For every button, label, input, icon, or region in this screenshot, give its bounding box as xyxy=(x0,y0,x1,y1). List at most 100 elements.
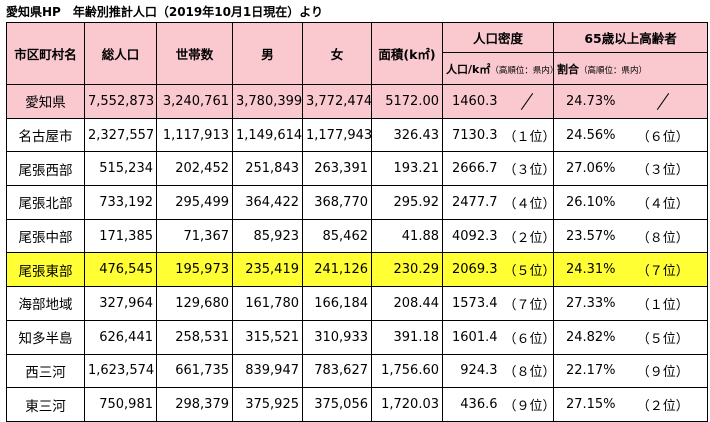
cell-households: 298,379 xyxy=(156,387,233,422)
table-row: 尾張中部 171,385 71,367 85,923 85,462 41.88 … xyxy=(6,218,709,254)
table-row: 愛知県 7,552,873 3,240,761 3,780,399 3,772,… xyxy=(6,84,709,119)
header-density-group: 人口密度 xyxy=(441,22,555,53)
cell-rate: 23.57% xyxy=(553,218,619,254)
cell-households: 195,973 xyxy=(156,252,233,288)
table-row: 西三河 1,623,574 661,735 839,947 783,627 1,… xyxy=(6,353,709,389)
cell-rate-rank: （６位） xyxy=(618,117,709,153)
cell-rate: 24.73% xyxy=(553,84,619,119)
cell-total: 515,234 xyxy=(84,151,157,187)
cell-male: 251,843 xyxy=(232,151,303,187)
cell-households: 202,452 xyxy=(156,151,233,187)
cell-total: 733,192 xyxy=(84,185,157,220)
slash-mark xyxy=(656,92,669,110)
cell-households: 661,735 xyxy=(156,353,233,389)
cell-total: 171,385 xyxy=(84,218,157,254)
table-row: 海部地域 327,964 129,680 161,780 166,184 208… xyxy=(6,286,709,321)
cell-male: 839,947 xyxy=(232,353,303,389)
cell-households: 3,240,761 xyxy=(156,84,233,119)
cell-name: 尾張中部 xyxy=(6,218,85,254)
cell-rate-rank: （４位） xyxy=(618,185,709,220)
cell-female: 783,627 xyxy=(302,353,372,389)
cell-female: 1,177,943 xyxy=(302,117,372,153)
table-row: 知多半島 626,441 258,531 315,521 310,933 391… xyxy=(6,319,709,355)
cell-households: 129,680 xyxy=(156,286,233,321)
page-caption: 愛知県HP 年齢別推計人口（2019年10月1日現在）より xyxy=(6,5,324,19)
table-row: 名古屋市 2,327,557 1,117,913 1,149,614 1,177… xyxy=(6,117,709,153)
cell-name: 知多半島 xyxy=(6,319,85,355)
cell-density-rank: （１位） xyxy=(500,117,555,153)
cell-density-rank: （８位） xyxy=(500,353,555,389)
cell-name: 尾張東部 xyxy=(6,252,85,288)
cell-name: 海部地域 xyxy=(6,286,85,321)
cell-male: 1,149,614 xyxy=(232,117,303,153)
slash-mark xyxy=(520,92,533,110)
cell-total: 327,964 xyxy=(84,286,157,321)
cell-female: 375,056 xyxy=(302,387,372,422)
density-sub-label: 人口/k㎡ xyxy=(446,62,491,76)
cell-rate-rank: （１位） xyxy=(618,286,709,321)
cell-rate: 26.10% xyxy=(553,185,619,220)
table-row: 尾張北部 733,192 295,499 364,422 368,770 295… xyxy=(6,185,709,220)
cell-size: 1,756.60 xyxy=(371,353,443,389)
cell-density: 436.6 xyxy=(442,387,501,422)
cell-total: 626,441 xyxy=(84,319,157,355)
cell-density-rank: （６位） xyxy=(500,319,555,355)
cell-female: 310,933 xyxy=(302,319,372,355)
cell-size: 1,720.03 xyxy=(371,387,443,422)
cell-total: 2,327,557 xyxy=(84,117,157,153)
cell-households: 71,367 xyxy=(156,218,233,254)
cell-total: 750,981 xyxy=(84,387,157,422)
cell-female: 368,770 xyxy=(302,185,372,220)
cell-male: 315,521 xyxy=(232,319,303,355)
cell-density-rank: （４位） xyxy=(500,185,555,220)
cell-density-rank: （７位） xyxy=(500,286,555,321)
cell-rate: 22.17% xyxy=(553,353,619,389)
cell-size: 208.44 xyxy=(371,286,443,321)
cell-rate-rank: （２位） xyxy=(618,387,709,422)
cell-rate-rank xyxy=(618,84,709,119)
cell-name: 西三河 xyxy=(6,353,85,389)
cell-households: 258,531 xyxy=(156,319,233,355)
cell-female: 3,772,474 xyxy=(302,84,372,119)
cell-density-rank: （９位） xyxy=(500,387,555,422)
cell-male: 375,925 xyxy=(232,387,303,422)
cell-density: 4092.3 xyxy=(442,218,501,254)
cell-density: 924.3 xyxy=(442,353,501,389)
cell-density-rank xyxy=(500,84,555,119)
cell-rate-rank: （７位） xyxy=(618,252,709,288)
cell-female: 241,126 xyxy=(302,252,372,288)
table-row: 尾張西部 515,234 202,452 251,843 263,391 193… xyxy=(6,151,709,187)
cell-female: 166,184 xyxy=(302,286,372,321)
cell-density-rank: （２位） xyxy=(500,218,555,254)
cell-density: 1573.4 xyxy=(442,286,501,321)
cell-rate-rank: （５位） xyxy=(618,319,709,355)
header-area: 市区町村名 xyxy=(6,22,85,85)
cell-male: 3,780,399 xyxy=(232,84,303,119)
cell-rate-rank: （８位） xyxy=(618,218,709,254)
cell-name: 名古屋市 xyxy=(6,117,85,153)
table-row-highlighted: 尾張東部 476,545 195,973 235,419 241,126 230… xyxy=(6,252,709,288)
density-note: （高順位：県内） xyxy=(490,65,554,76)
cell-rate-rank: （９位） xyxy=(618,353,709,389)
cell-households: 1,117,913 xyxy=(156,117,233,153)
cell-size: 5172.00 xyxy=(371,84,443,119)
header-size: 面積(k㎡) xyxy=(371,22,443,85)
cell-households: 295,499 xyxy=(156,185,233,220)
cell-total: 7,552,873 xyxy=(84,84,157,119)
cell-name: 愛知県 xyxy=(6,84,85,119)
header-total: 総人口 xyxy=(84,22,157,85)
cell-name: 尾張西部 xyxy=(6,151,85,187)
cell-name: 尾張北部 xyxy=(6,185,85,220)
cell-density: 2477.7 xyxy=(442,185,501,220)
cell-size: 193.21 xyxy=(371,151,443,187)
table-row: 東三河 750,981 298,379 375,925 375,056 1,72… xyxy=(6,387,709,422)
header-density-sub: 人口/k㎡（高順位：県内） xyxy=(441,52,555,85)
population-table: 市区町村名 総人口 世帯数 男 女 面積(k㎡) 人口密度 65歳以上高齢者 人… xyxy=(6,22,709,422)
header-elderly-group: 65歳以上高齢者 xyxy=(553,22,709,53)
cell-rate: 27.33% xyxy=(553,286,619,321)
cell-rate: 24.82% xyxy=(553,319,619,355)
elderly-sub-label: 割合 xyxy=(557,62,580,76)
cell-density-rank: （５位） xyxy=(500,252,555,288)
cell-density: 2069.3 xyxy=(442,252,501,288)
cell-male: 235,419 xyxy=(232,252,303,288)
